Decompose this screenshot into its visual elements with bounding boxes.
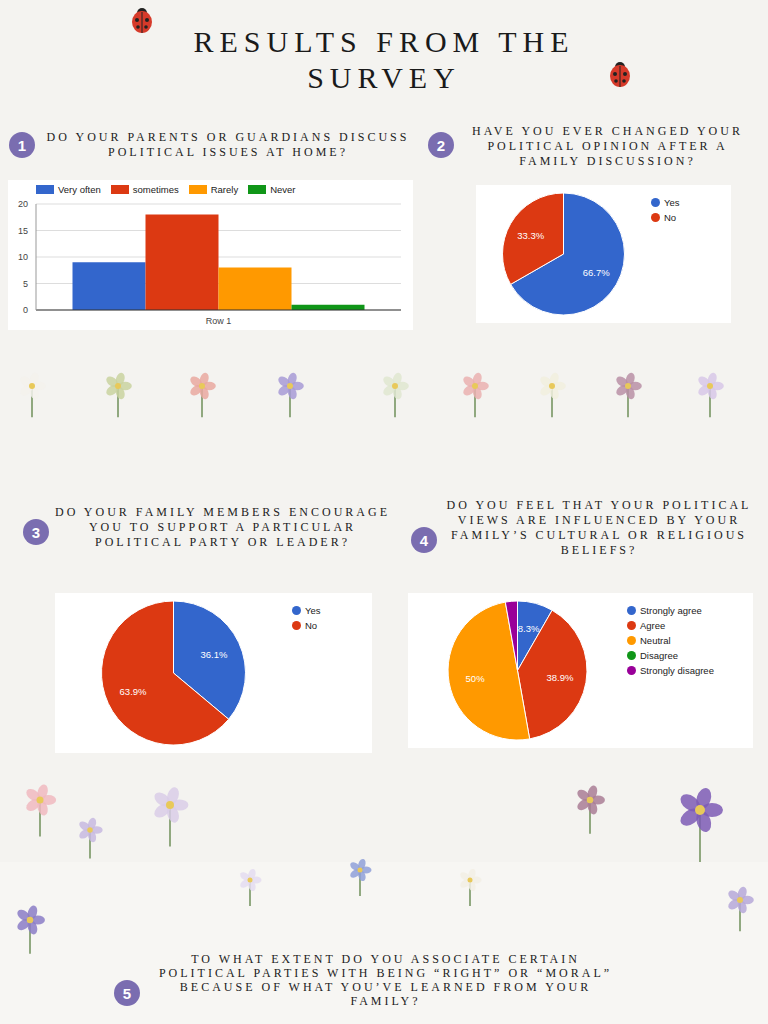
svg-text:10: 10: [18, 252, 28, 262]
html-text:HAVE YOU EVER CHANGED YOUR POL: HAVE YOU EVER CHANGED YOUR POLITICAL OPI…: [472, 124, 743, 168]
svg-text:20: 20: [18, 199, 28, 209]
html-text:Strongly agree: Strongly agree: [640, 605, 702, 616]
svg-text:66.7%: 66.7%: [583, 267, 610, 278]
html-text:TO WHAT EXTENT DO YOU ASSOCIAT: TO WHAT EXTENT DO YOU ASSOCIATE CERTAIN …: [158, 952, 613, 1008]
svg-text:8.3%: 8.3%: [518, 623, 540, 634]
html-text:Yes: Yes: [664, 197, 680, 208]
html-text:No: No: [664, 212, 677, 223]
svg-text:33.3%: 33.3%: [517, 230, 544, 241]
html-text:RESULTS FROM THE SURVEY: RESULTS FROM THE SURVEY: [193, 25, 575, 94]
html-text:DO YOUR PARENTS OR GUARDIANS D: DO YOUR PARENTS OR GUARDIANS DISCUSS POL…: [46, 130, 410, 159]
html-text:No: No: [305, 620, 318, 631]
html-text:Strongly disagree: Strongly disagree: [640, 665, 714, 676]
svg-text:50%: 50%: [466, 673, 486, 684]
html-text:Never: Never: [270, 184, 296, 195]
html-text:2: 2: [436, 136, 446, 154]
html-text:DO YOU FEEL THAT YOUR POLITICA: DO YOU FEEL THAT YOUR POLITICAL VIEWS AR…: [446, 498, 752, 557]
svg-text:36.1%: 36.1%: [200, 649, 227, 660]
html-text:sometimes: sometimes: [132, 184, 179, 195]
html-text:Disagree: Disagree: [640, 650, 678, 661]
svg-text:38.9%: 38.9%: [546, 672, 573, 683]
html-text:Yes: Yes: [305, 605, 321, 616]
html-text:Rarely: Rarely: [210, 184, 239, 195]
html-text:Agree: Agree: [640, 620, 666, 631]
svg-text:Row 1: Row 1: [206, 316, 232, 326]
html-text:3: 3: [31, 523, 41, 541]
svg-text:63.9%: 63.9%: [120, 686, 147, 697]
html-text:5: 5: [122, 984, 132, 1002]
html-text:DO YOUR FAMILY MEMBERS ENCOURA: DO YOUR FAMILY MEMBERS ENCOURAGE YOU TO …: [55, 505, 390, 549]
svg-text:5: 5: [23, 279, 28, 289]
html-text:4: 4: [419, 531, 429, 549]
html-text:Very often: Very often: [58, 184, 101, 195]
html-text:1: 1: [17, 136, 27, 154]
svg-text:15: 15: [18, 226, 28, 236]
svg-text:0: 0: [23, 305, 28, 315]
html-text:Neutral: Neutral: [640, 635, 671, 646]
